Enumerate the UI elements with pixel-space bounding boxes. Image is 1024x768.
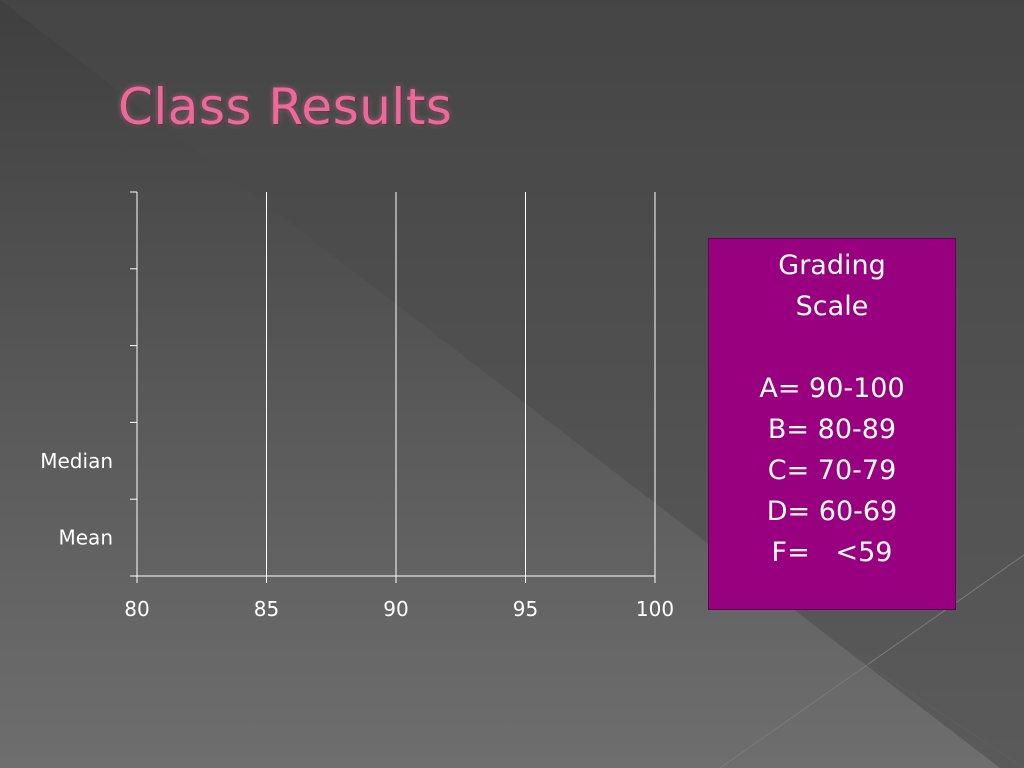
grade-c: C= 70-79 bbox=[767, 455, 897, 486]
grade-f: F= <59 bbox=[771, 537, 893, 568]
x-tick-label: 85 bbox=[254, 597, 279, 621]
x-tick-label: 100 bbox=[636, 597, 674, 621]
x-tick-label: 90 bbox=[383, 597, 408, 621]
y-tick-label: Median bbox=[40, 449, 113, 473]
y-tick-label: Mean bbox=[59, 526, 114, 550]
grade-a: A= 90-100 bbox=[759, 373, 905, 404]
grade-b: B= 80-89 bbox=[767, 414, 897, 445]
grade-d: D= 60-69 bbox=[766, 496, 898, 527]
spacer bbox=[709, 327, 955, 368]
grading-scale-heading-line1: Grading bbox=[778, 250, 886, 281]
grading-scale-heading-line2: Scale bbox=[795, 291, 869, 322]
page-title: Class Results bbox=[118, 78, 453, 136]
x-tick-label: 95 bbox=[513, 597, 538, 621]
grading-scale-box: Grading Scale A= 90-100 B= 80-89 C= 70-7… bbox=[708, 238, 956, 610]
x-tick-label: 80 bbox=[124, 597, 149, 621]
